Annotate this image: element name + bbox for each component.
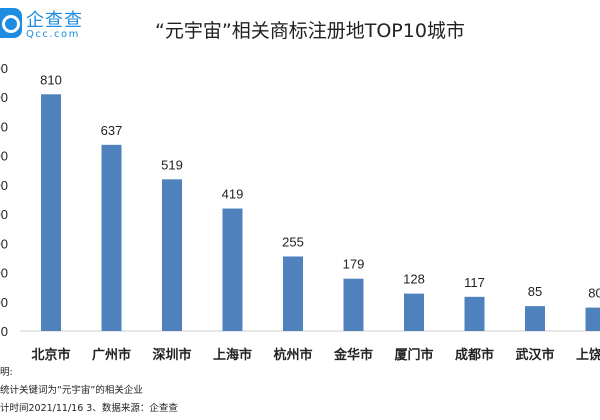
x-tick-label: 成都市 [455,347,494,363]
bar [283,256,303,331]
data-label: 128 [403,272,425,287]
data-label: 637 [101,123,123,138]
bar [525,306,545,331]
x-tick-label: 杭州市 [273,347,312,363]
note-heading: 明: [0,367,13,378]
y-tick-label: 200 [0,266,8,281]
data-label: 85 [528,284,542,299]
y-tick-label: 300 [0,236,8,251]
bar [101,144,122,331]
y-tick-label: 700 [0,119,8,134]
y-tick-label: 900 [0,61,8,76]
bar [343,278,364,331]
data-label: 255 [282,234,304,249]
x-tick-label: 上海市 [213,347,252,363]
x-tick-label: 上饶市 [576,347,600,363]
x-tick-label: 北京市 [31,347,70,363]
y-tick-label: 400 [0,207,8,222]
note-2: 计时间2021/11/16 3、数据来源：企查查 [0,403,178,414]
note-1: 统计关键词为“元宇宙”的相关企业 [0,385,143,396]
chart-title: “元宇宙”相关商标注册地TOP10城市 [155,20,465,42]
bar [464,296,485,331]
bar [162,179,182,331]
data-label: 117 [464,275,485,290]
y-tick-label: 800 [0,90,8,105]
bar [41,94,61,331]
logo-text-cn: 企查查 [26,10,83,31]
qcc-logo: 企查查 Qcc.com [0,6,100,46]
data-label: 810 [40,72,62,87]
data-label: 519 [161,157,183,172]
y-tick-label: 100 [0,295,8,310]
y-tick-label: 600 [0,149,8,164]
x-tick-label: 广州市 [92,347,131,363]
logo-text-en: Qcc.com [26,29,80,40]
x-tick-label: 武汉市 [515,347,554,363]
bar [222,208,243,331]
bar [585,307,600,331]
x-tick-label: 金华市 [333,347,373,363]
y-tick-label: 0 [1,324,8,339]
y-tick-label: 500 [0,178,8,193]
qcc-logo-icon [0,8,22,38]
data-label: 179 [343,257,365,272]
data-label: 80 [588,286,600,301]
x-tick-label: 深圳市 [152,347,191,363]
bar [404,293,424,331]
data-label: 419 [222,187,244,202]
x-tick-label: 厦门市 [394,347,433,363]
